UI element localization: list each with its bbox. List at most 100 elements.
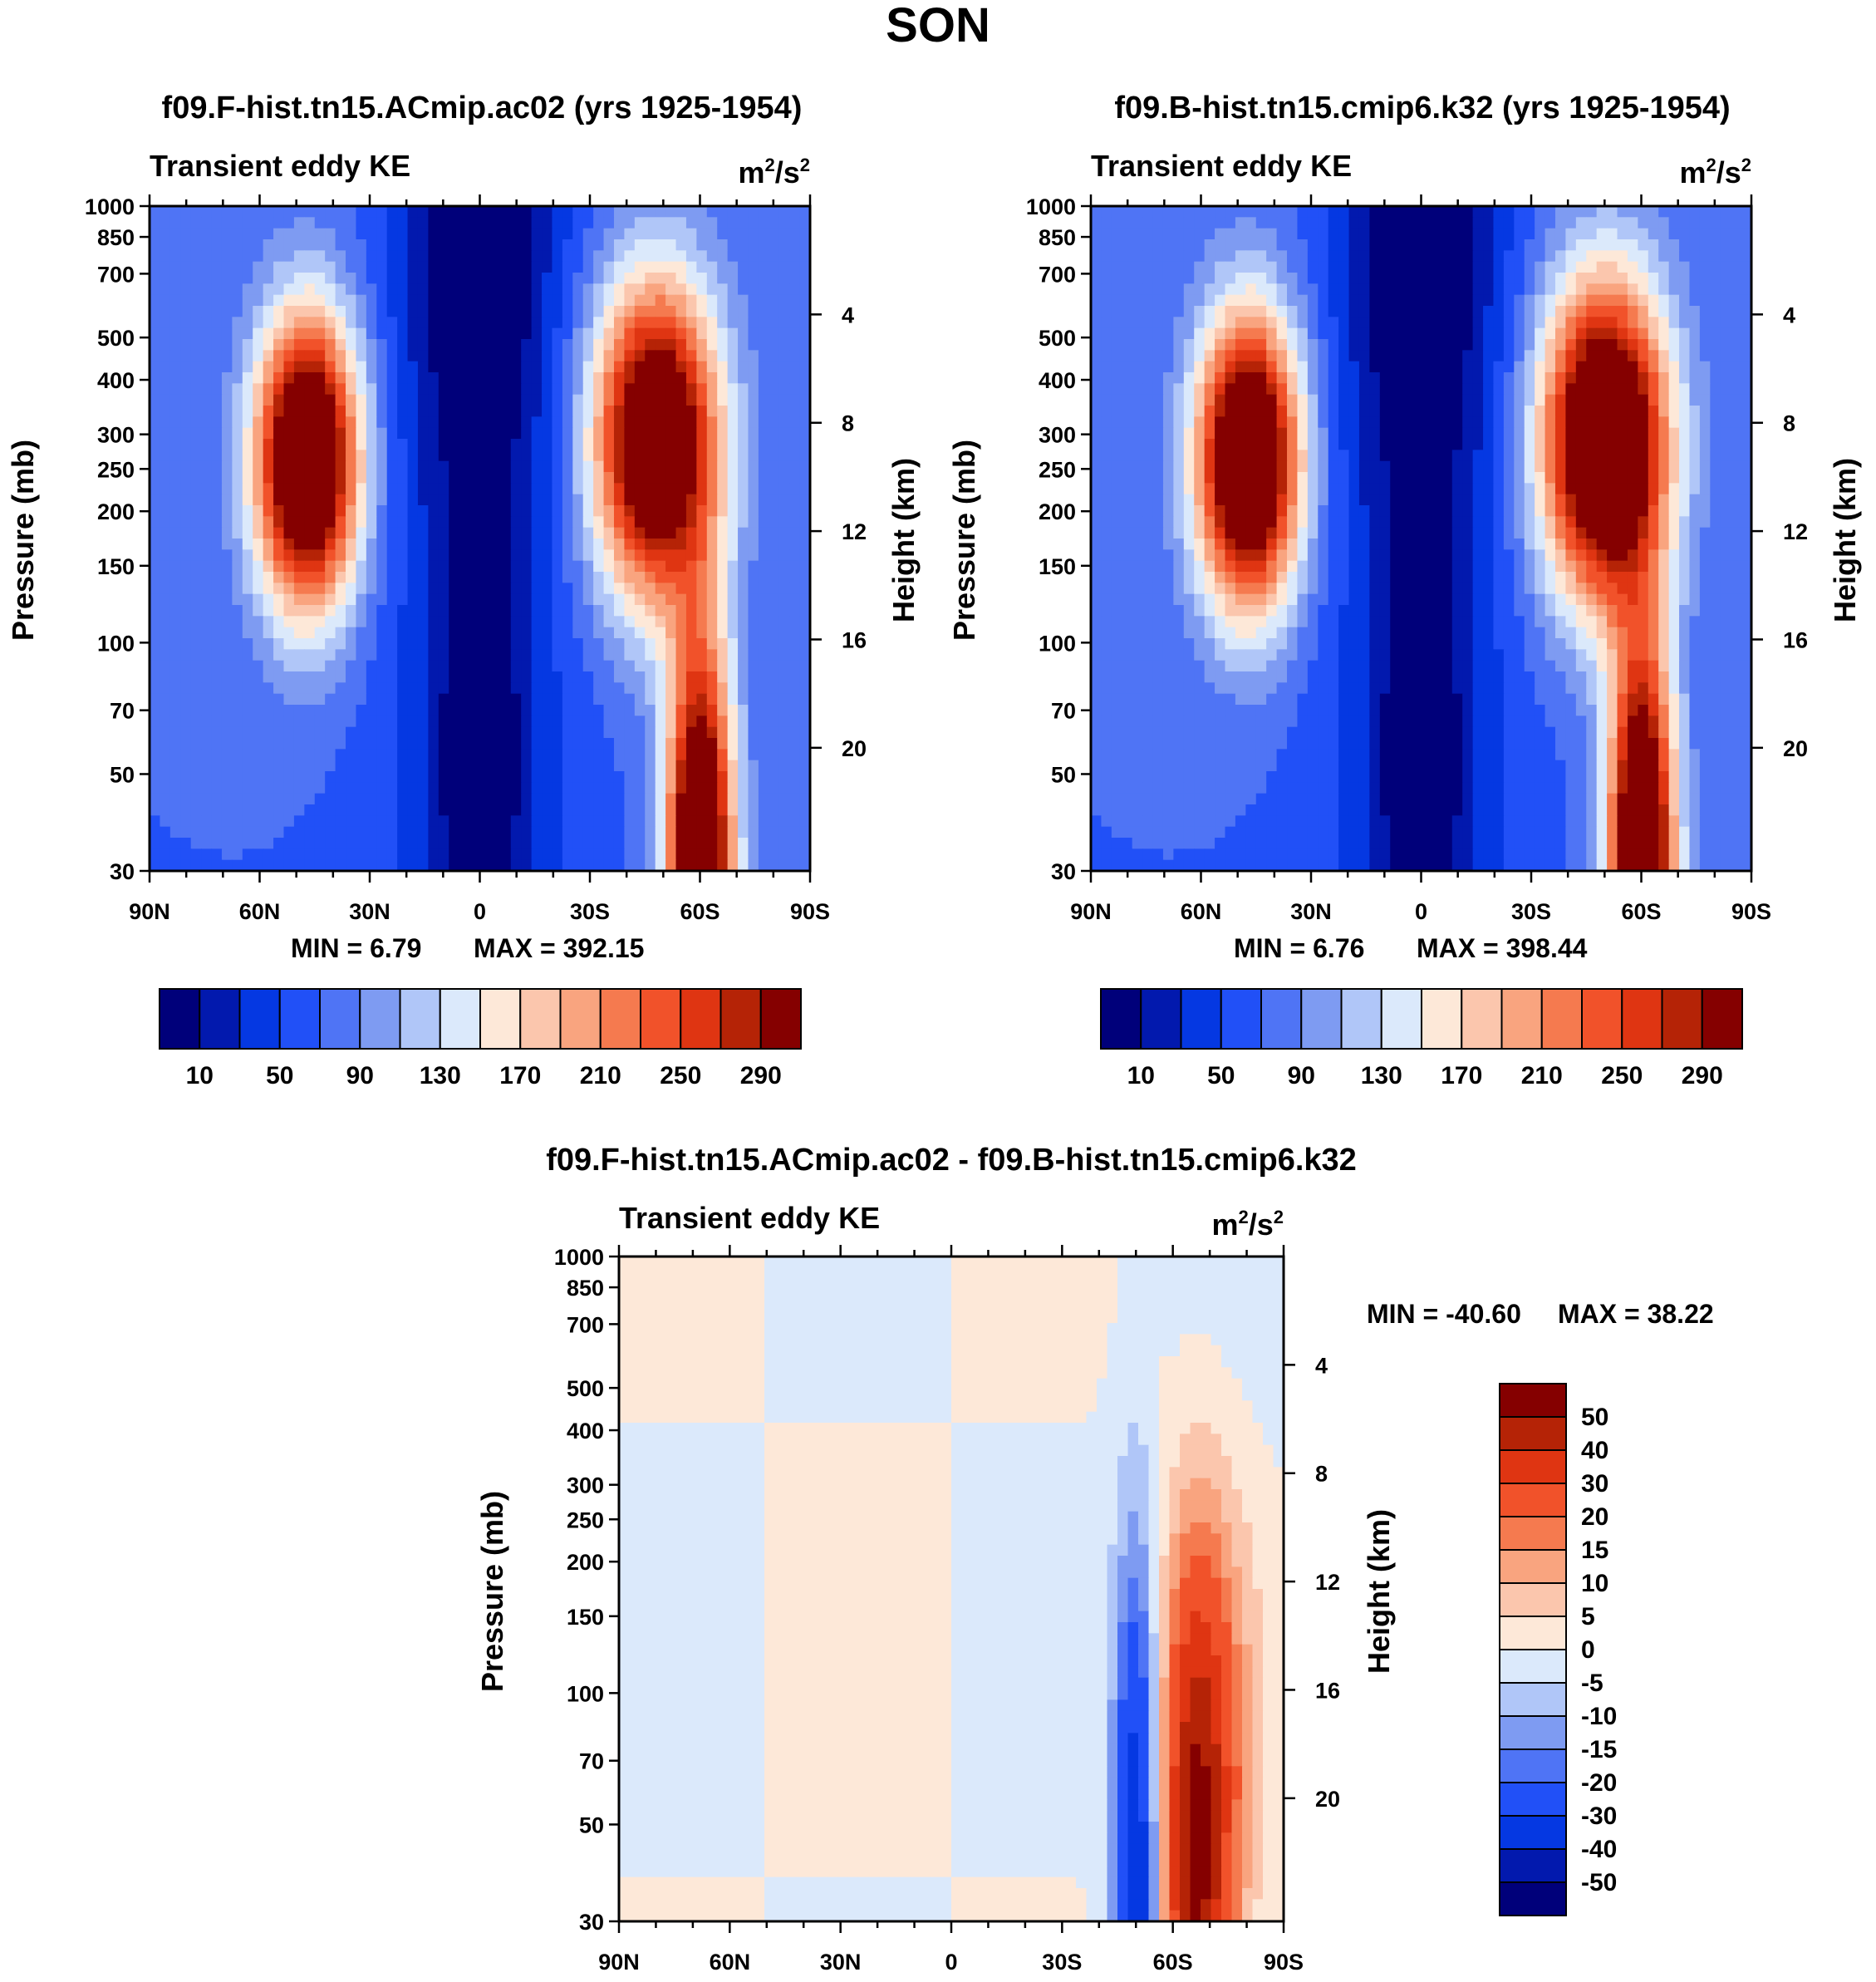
contour-cell bbox=[407, 539, 419, 550]
contour-cell bbox=[1390, 372, 1402, 384]
contour-cell bbox=[325, 339, 336, 351]
contour-cell bbox=[1421, 261, 1432, 273]
contour-cell bbox=[190, 539, 202, 550]
contour-cell bbox=[1731, 317, 1742, 329]
contour-cell bbox=[717, 572, 729, 583]
contour-cell bbox=[510, 306, 522, 317]
contour-cell bbox=[696, 283, 708, 296]
contour-cell bbox=[169, 749, 181, 761]
contour-cell bbox=[603, 460, 615, 473]
contour-cell bbox=[717, 483, 729, 495]
contour-cell bbox=[242, 859, 253, 872]
contour-cell bbox=[562, 483, 573, 495]
contour-cell bbox=[593, 383, 605, 396]
contour-cell bbox=[769, 716, 780, 728]
contour-cell bbox=[778, 239, 790, 251]
contour-cell bbox=[428, 738, 440, 750]
contour-cell bbox=[645, 427, 656, 440]
contour-cell bbox=[407, 250, 419, 263]
contour-cell bbox=[160, 593, 171, 606]
contour-cell bbox=[1689, 206, 1701, 218]
contour-cell bbox=[242, 638, 253, 650]
contour-cell bbox=[376, 273, 388, 284]
contour-cell bbox=[1741, 294, 1752, 307]
contour-cell bbox=[1483, 372, 1495, 384]
contour-cell bbox=[717, 505, 729, 517]
contour-cell bbox=[531, 815, 543, 828]
contour-cell bbox=[758, 494, 769, 506]
contour-cell bbox=[717, 560, 729, 573]
contour-cell bbox=[150, 771, 161, 783]
contour-cell bbox=[190, 693, 202, 706]
contour-cell bbox=[675, 726, 687, 739]
contour-cell bbox=[459, 317, 470, 329]
contour-cell bbox=[706, 572, 718, 583]
contour-cell bbox=[314, 239, 326, 251]
x-tick-label: 60S bbox=[680, 899, 719, 924]
contour-cell bbox=[645, 705, 656, 716]
contour-cell bbox=[1731, 350, 1742, 362]
contour-cell bbox=[438, 527, 449, 539]
contour-cell bbox=[717, 527, 729, 539]
contour-cell bbox=[562, 527, 573, 539]
contour-cell bbox=[1400, 273, 1412, 284]
contour-cell bbox=[562, 638, 573, 650]
contour-cell bbox=[562, 250, 573, 263]
contour-cell bbox=[335, 815, 346, 828]
contour-cell bbox=[180, 361, 192, 373]
contour-cell bbox=[479, 294, 491, 307]
contour-cell bbox=[593, 317, 605, 329]
contour-cell bbox=[1162, 228, 1174, 240]
contour-cell bbox=[1215, 361, 1226, 373]
contour-cell bbox=[1369, 273, 1381, 284]
contour-cell bbox=[273, 327, 285, 340]
contour-cell bbox=[675, 716, 687, 728]
contour-cell bbox=[1101, 350, 1112, 362]
contour-cell bbox=[180, 294, 192, 307]
contour-cell bbox=[449, 771, 460, 783]
contour-cell bbox=[593, 583, 605, 595]
contour-cell bbox=[190, 815, 202, 828]
contour-cell bbox=[407, 815, 419, 828]
contour-cell bbox=[449, 394, 460, 406]
contour-cell bbox=[242, 616, 253, 628]
contour-cell bbox=[489, 838, 501, 849]
contour-cell bbox=[552, 572, 563, 583]
contour-cell bbox=[335, 516, 346, 529]
contour-cell bbox=[799, 294, 811, 307]
contour-cell bbox=[356, 483, 367, 495]
contour-cell bbox=[232, 483, 243, 495]
contour-cell bbox=[675, 738, 687, 750]
contour-cell bbox=[1596, 239, 1608, 251]
contour-cell bbox=[500, 472, 512, 484]
contour-cell bbox=[190, 593, 202, 606]
contour-cell bbox=[180, 848, 192, 861]
contour-cell bbox=[1297, 261, 1309, 273]
contour-cell bbox=[1431, 327, 1442, 340]
contour-cell bbox=[1390, 361, 1402, 373]
contour-cell bbox=[1617, 350, 1628, 362]
contour-cell bbox=[552, 771, 563, 783]
contour-cell bbox=[634, 627, 646, 639]
contour-cell bbox=[655, 505, 666, 517]
contour-cell bbox=[221, 217, 233, 229]
contour-cell bbox=[293, 848, 305, 861]
contour-cell bbox=[645, 693, 656, 706]
contour-cell bbox=[758, 217, 769, 229]
contour-cell bbox=[335, 760, 346, 772]
contour-cell bbox=[479, 339, 491, 351]
contour-cell bbox=[1699, 261, 1711, 273]
contour-cell bbox=[758, 716, 769, 728]
contour-cell bbox=[593, 261, 605, 273]
contour-cell bbox=[727, 294, 739, 307]
contour-cell bbox=[304, 394, 316, 406]
contour-cell bbox=[562, 649, 573, 661]
contour-cell bbox=[346, 228, 357, 240]
contour-cell bbox=[242, 605, 253, 617]
contour-cell bbox=[613, 250, 625, 263]
contour-cell bbox=[1194, 372, 1206, 384]
contour-cell bbox=[1586, 372, 1598, 384]
contour-cell bbox=[1720, 327, 1731, 340]
contour-cell bbox=[799, 228, 811, 240]
